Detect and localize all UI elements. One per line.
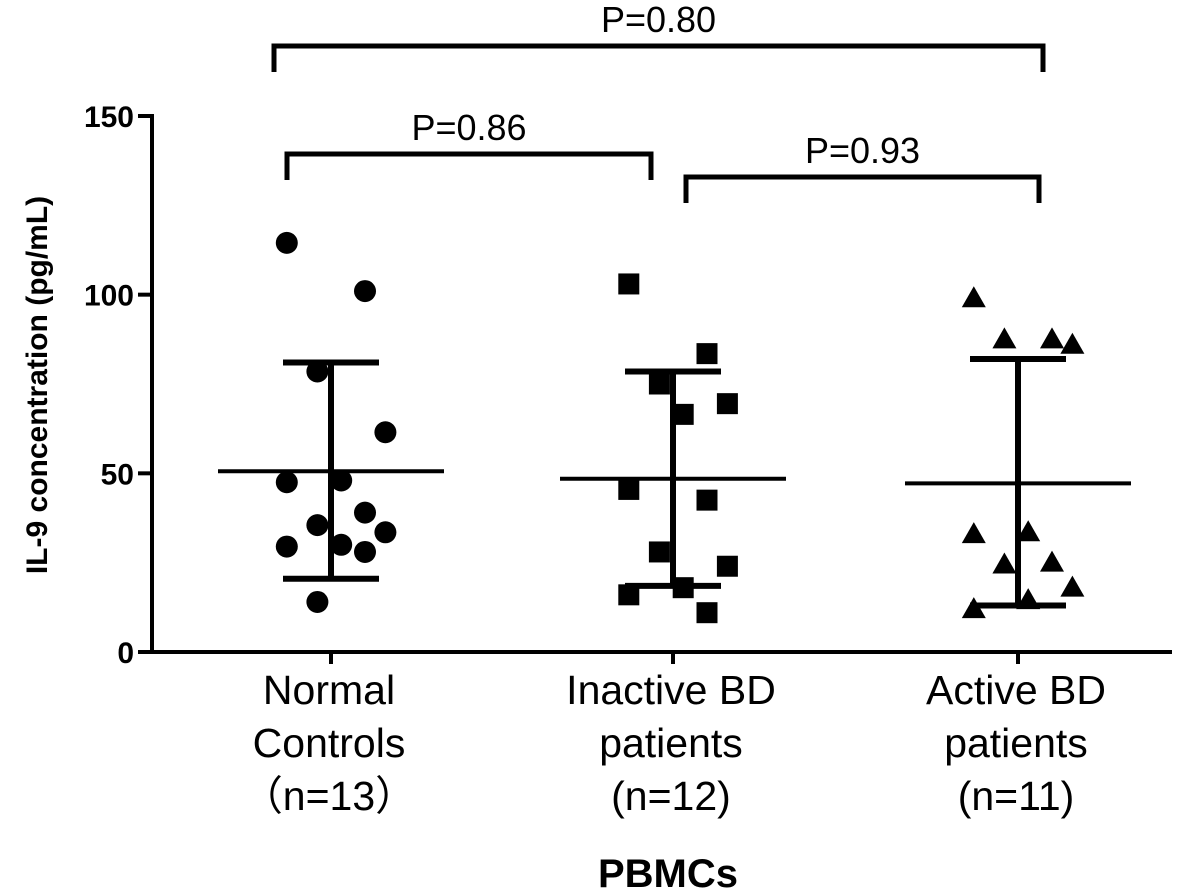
category-label-line: (n=12) xyxy=(611,773,731,819)
x-axis-title: PBMCs xyxy=(598,852,738,896)
data-point-triangle xyxy=(961,522,986,544)
data-point-square xyxy=(672,403,694,425)
category-labels: Normal Controls （n=13） Inactive BD patients (… xyxy=(242,667,1106,819)
data-point-square xyxy=(618,273,640,295)
category-label-line: patients xyxy=(944,720,1088,766)
data-point-triangle xyxy=(1016,520,1041,542)
data-point-square xyxy=(696,602,718,624)
comparison-bracket xyxy=(271,43,1046,72)
data-point-square xyxy=(716,555,738,577)
data-point-triangle xyxy=(961,286,986,308)
data-point-circle xyxy=(330,469,353,492)
data-point-circle xyxy=(354,280,376,303)
data-point-circle xyxy=(354,540,376,563)
category-label-line: Inactive BD xyxy=(566,667,776,713)
data-point-circle xyxy=(275,535,298,558)
category-label-line: patients xyxy=(599,720,743,766)
y-tick-label: 150 xyxy=(84,101,134,134)
data-point-circle xyxy=(330,533,353,556)
y-tick-label: 100 xyxy=(84,280,134,313)
data-point-circle xyxy=(306,514,329,537)
data-point-square xyxy=(618,584,640,606)
data-point-triangle xyxy=(1060,332,1085,354)
comparison-bracket xyxy=(284,151,654,180)
category-label-line: Active BD xyxy=(926,667,1106,713)
data-point-circle xyxy=(275,231,298,254)
axes: 0 50 100 150 xyxy=(84,101,1172,670)
data-point-square xyxy=(648,373,670,395)
data-point-circle xyxy=(374,421,397,444)
data-point-square xyxy=(648,541,670,563)
category-label-line: （n=13） xyxy=(242,773,416,819)
category-label-line: Normal xyxy=(263,667,395,713)
comparison-bracket xyxy=(683,174,1042,203)
p-value-label: P=0.93 xyxy=(805,130,920,171)
category-label-line: (n=11) xyxy=(958,773,1075,819)
data-point-triangle xyxy=(1060,575,1085,597)
data-point-square xyxy=(716,393,738,415)
data-point-square xyxy=(618,478,640,500)
data-point-circle xyxy=(374,521,397,544)
data-point-triangle xyxy=(1040,327,1064,349)
data-point-circle xyxy=(306,360,329,383)
category-label-line: Controls xyxy=(253,720,406,766)
data-point-triangle xyxy=(1040,550,1064,572)
p-value-label: P=0.86 xyxy=(411,107,526,148)
y-tick-label: 50 xyxy=(101,458,134,491)
data-point-circle xyxy=(354,501,376,524)
data-point-circle xyxy=(275,471,298,494)
data-point-triangle xyxy=(992,327,1017,349)
data-point-circle xyxy=(306,590,329,613)
y-tick-label: 0 xyxy=(117,637,134,670)
data-point-square xyxy=(696,343,718,365)
data-point-square xyxy=(696,489,718,511)
p-value-label: P=0.80 xyxy=(601,0,716,40)
significance-brackets: P=0.80 P=0.86 P=0.93 xyxy=(271,0,1046,203)
y-axis-title: IL-9 concentration (pg/mL) xyxy=(21,196,54,574)
plot-area xyxy=(218,231,1131,624)
data-point-triangle xyxy=(992,552,1017,574)
